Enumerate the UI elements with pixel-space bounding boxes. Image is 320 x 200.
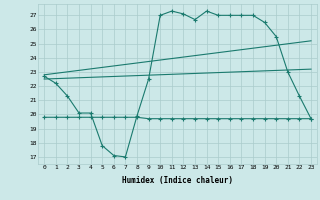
X-axis label: Humidex (Indice chaleur): Humidex (Indice chaleur) [122, 176, 233, 185]
